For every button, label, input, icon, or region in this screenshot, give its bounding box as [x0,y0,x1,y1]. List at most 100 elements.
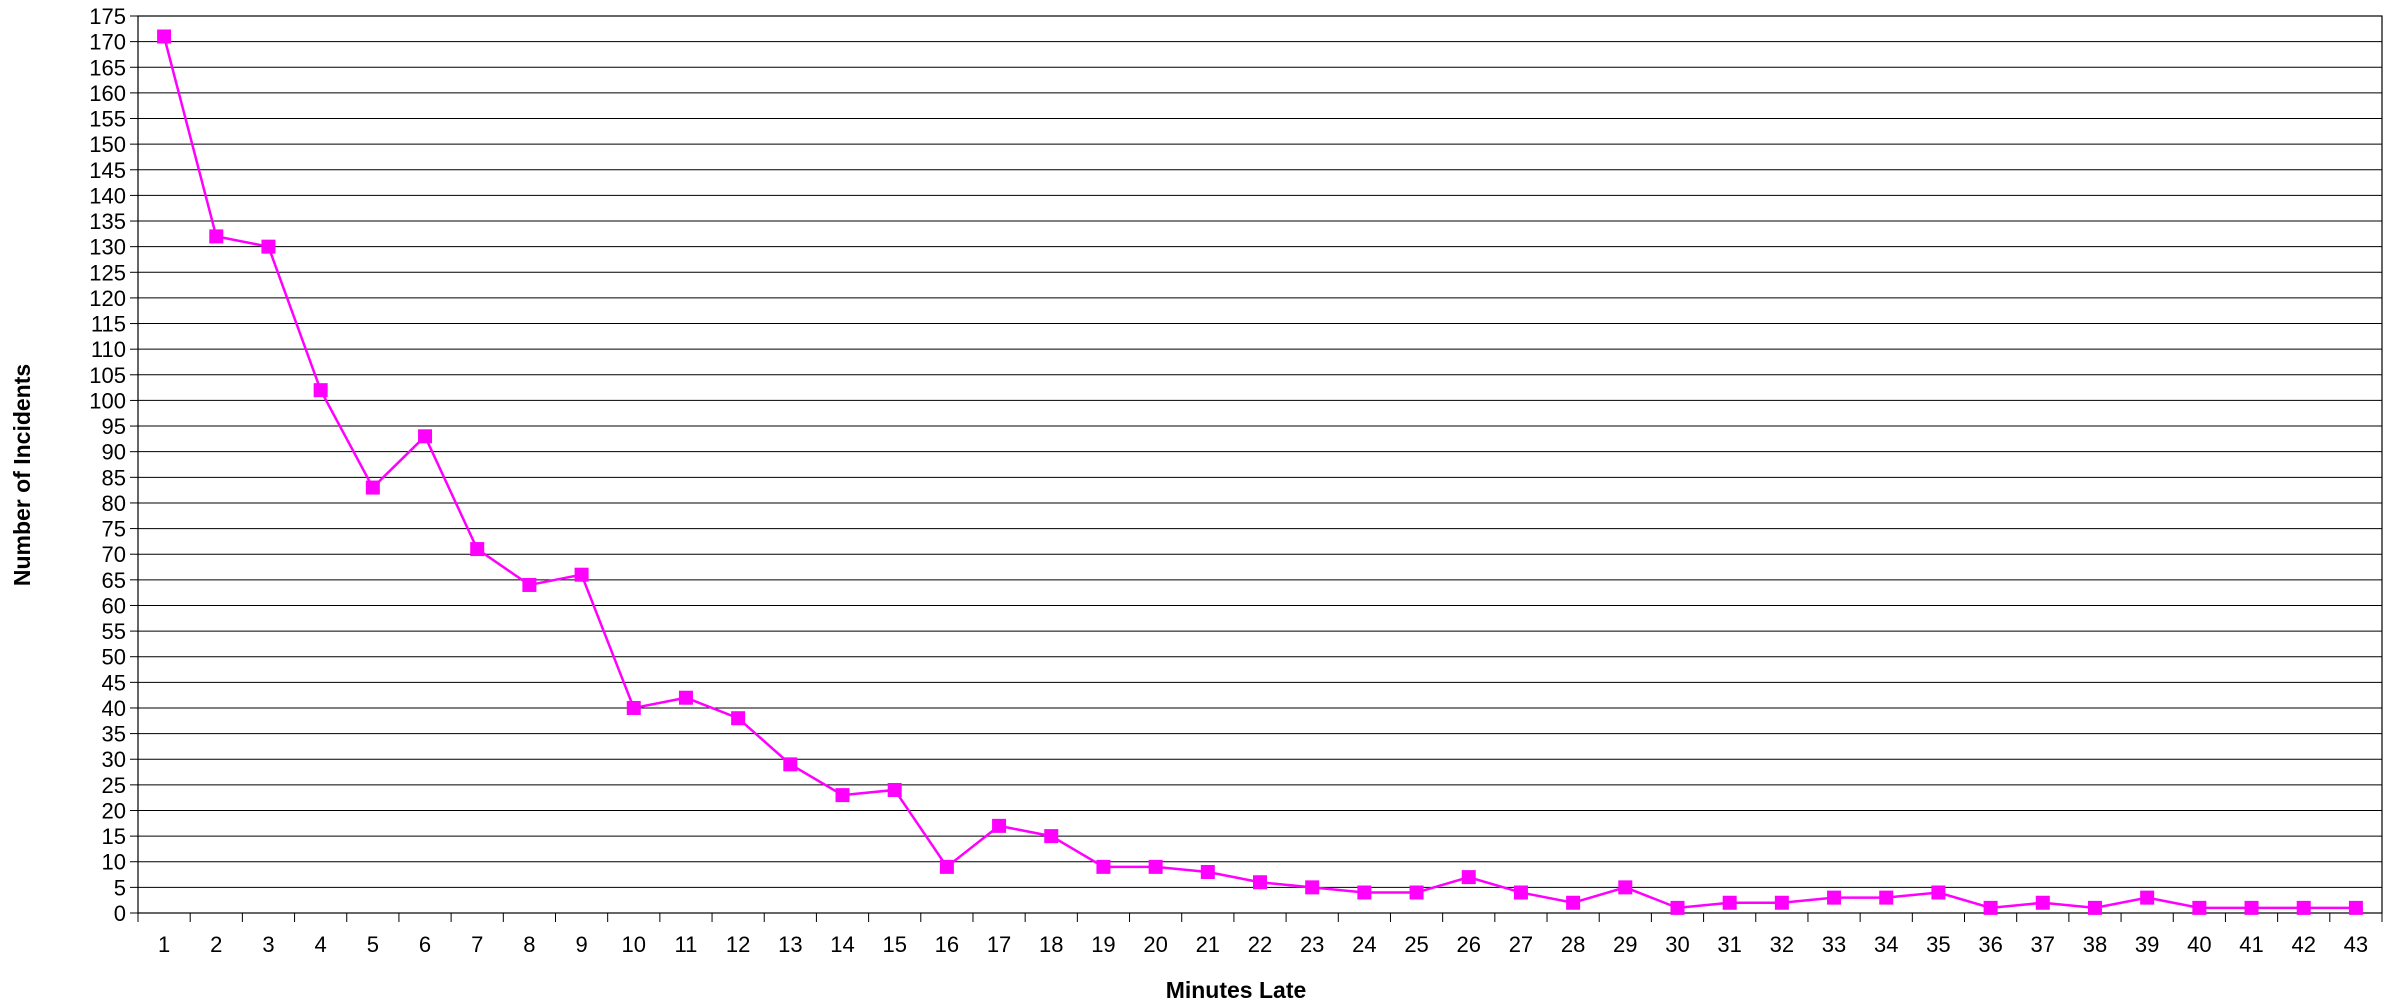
data-point-marker [157,29,172,44]
y-tick-label: 60 [102,593,126,618]
data-point-marker [1253,875,1267,890]
y-tick-label: 50 [102,645,126,670]
data-point-marker [1461,870,1476,885]
data-point-marker [731,711,746,726]
data-point-marker [2244,900,2259,915]
x-tick-label: 37 [2031,932,2055,957]
x-tick-label: 25 [1404,932,1428,957]
y-tick-label: 100 [89,388,126,413]
y-tick-label: 40 [102,696,126,721]
x-tick-label: 26 [1457,932,1481,957]
y-tick-label: 75 [102,517,126,542]
x-tick-label: 36 [1978,932,2002,957]
y-tick-label: 55 [102,619,126,644]
x-tick-label: 20 [1143,932,1167,957]
data-point-marker [2192,900,2207,915]
y-tick-label: 65 [102,568,126,593]
data-point-marker [1670,900,1685,915]
data-point-marker [2348,900,2363,915]
x-tick-label: 43 [2344,932,2368,957]
x-tick-label: 28 [1561,932,1585,957]
y-tick-label: 70 [102,542,126,567]
y-tick-label: 145 [89,158,126,183]
y-tick-label: 20 [102,798,126,823]
x-tick-label: 35 [1926,932,1950,957]
x-tick-label: 22 [1248,932,1272,957]
data-point-marker [209,229,224,244]
y-tick-label: 85 [102,465,126,490]
data-point-marker [522,577,537,592]
x-tick-label: 32 [1770,932,1794,957]
x-tick-label: 38 [2083,932,2107,957]
data-point-marker [1409,885,1424,900]
data-point-marker [2035,895,2050,910]
data-point-marker [783,757,798,772]
x-tick-label: 29 [1613,932,1637,957]
x-tick-label: 9 [575,932,587,957]
x-tick-label: 7 [471,932,483,957]
x-tick-label: 6 [419,932,431,957]
y-tick-label: 115 [91,312,126,337]
y-tick-label: 10 [102,850,126,875]
data-point-marker [418,429,433,444]
x-tick-label: 5 [367,932,379,957]
y-tick-label: 170 [89,30,126,55]
data-point-marker [2087,900,2102,915]
x-tick-label: 11 [675,932,698,957]
x-tick-label: 39 [2135,932,2159,957]
data-point-marker [1305,880,1320,895]
data-point-marker [574,567,589,582]
data-point-marker [626,700,641,715]
x-tick-label: 8 [523,932,535,957]
data-point-marker [1513,885,1528,900]
data-point-marker [365,480,380,495]
data-point-marker [992,818,1007,833]
data-point-marker [2140,890,2155,905]
x-tick-label: 40 [2187,932,2211,957]
y-tick-label: 175 [89,4,126,29]
y-tick-label: 160 [89,81,126,106]
x-tick-label: 2 [210,932,222,957]
grid-lines [137,15,2383,914]
y-tick-label: 45 [102,670,126,695]
data-point-marker [1722,895,1737,910]
series-polyline [162,36,2356,910]
series-line [157,29,2363,915]
y-tick-label: 0 [114,901,126,926]
x-tick-label: 27 [1509,932,1533,957]
data-point-marker [1983,900,1998,915]
x-tick-label: 41 [2239,932,2263,957]
x-tick-label: 23 [1300,932,1324,957]
x-tick-label: 3 [262,932,274,957]
data-point-marker [1879,890,1894,905]
x-tick-label: 19 [1091,932,1115,957]
data-point-marker [470,542,485,557]
y-axis-title: Number of Incidents [9,364,35,586]
x-tick-label: 30 [1665,932,1689,957]
data-point-marker [313,383,328,398]
x-tick-label: 42 [2291,932,2315,957]
x-tick-label: 4 [315,932,327,957]
y-tick-label: 140 [89,183,126,208]
data-point-marker [1774,895,1789,910]
plot-area [137,15,2383,914]
y-tick-label: 5 [114,875,126,900]
data-point-marker [1827,890,1842,905]
x-tick-label: 16 [935,932,959,957]
y-tick-label: 120 [89,286,126,311]
x-tick-label: 31 [1717,932,1741,957]
data-point-marker [678,690,693,705]
data-point-marker [1200,864,1215,879]
data-point-marker [2296,900,2311,915]
x-tick-label: 12 [726,932,750,957]
y-tick-label: 110 [91,337,126,362]
y-tick-label: 125 [89,260,126,285]
y-tick-label: 35 [102,722,126,747]
data-point-marker [1044,829,1059,844]
x-tick-label: 21 [1196,932,1220,957]
y-tick-label: 80 [102,491,126,516]
data-point-marker [835,788,850,803]
x-tick-label: 14 [830,932,854,957]
x-tick-label: 13 [778,932,802,957]
